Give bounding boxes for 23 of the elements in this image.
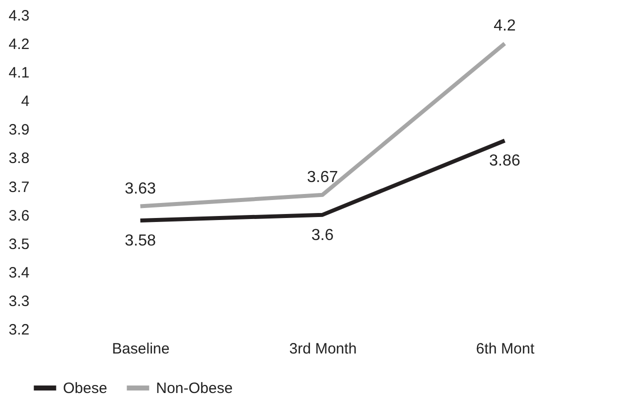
y-tick-label: 3.3 — [8, 292, 30, 310]
y-tick-label: 3.9 — [8, 122, 30, 139]
y-tick-label: 3.5 — [8, 236, 30, 253]
y-tick-label: 3.6 — [8, 207, 30, 224]
data-label: 3.67 — [306, 168, 338, 186]
data-label: 3.58 — [124, 232, 156, 250]
y-tick-label: 4.1 — [8, 64, 30, 82]
y-tick-label: 3.8 — [8, 150, 30, 168]
y-tick-label: 3.2 — [8, 322, 30, 338]
y-tick-label: 4 — [21, 93, 30, 110]
x-tick-label: 6th Mont — [476, 340, 536, 358]
y-tick-label: 4.3 — [8, 8, 30, 24]
data-label: 3.63 — [124, 180, 156, 198]
legend-label: Non-Obese — [156, 380, 233, 397]
data-label: 3.6 — [311, 226, 334, 244]
data-label: 3.86 — [489, 152, 520, 170]
x-tick-label: 3rd Month — [289, 340, 357, 358]
data-label: 4.2 — [494, 18, 516, 35]
y-tick-label: 3.4 — [8, 264, 30, 282]
x-tick-label: Baseline — [112, 340, 170, 358]
y-tick-label: 3.7 — [8, 178, 30, 196]
legend-label: Obese — [63, 380, 108, 397]
y-tick-label: 4.2 — [8, 36, 30, 54]
